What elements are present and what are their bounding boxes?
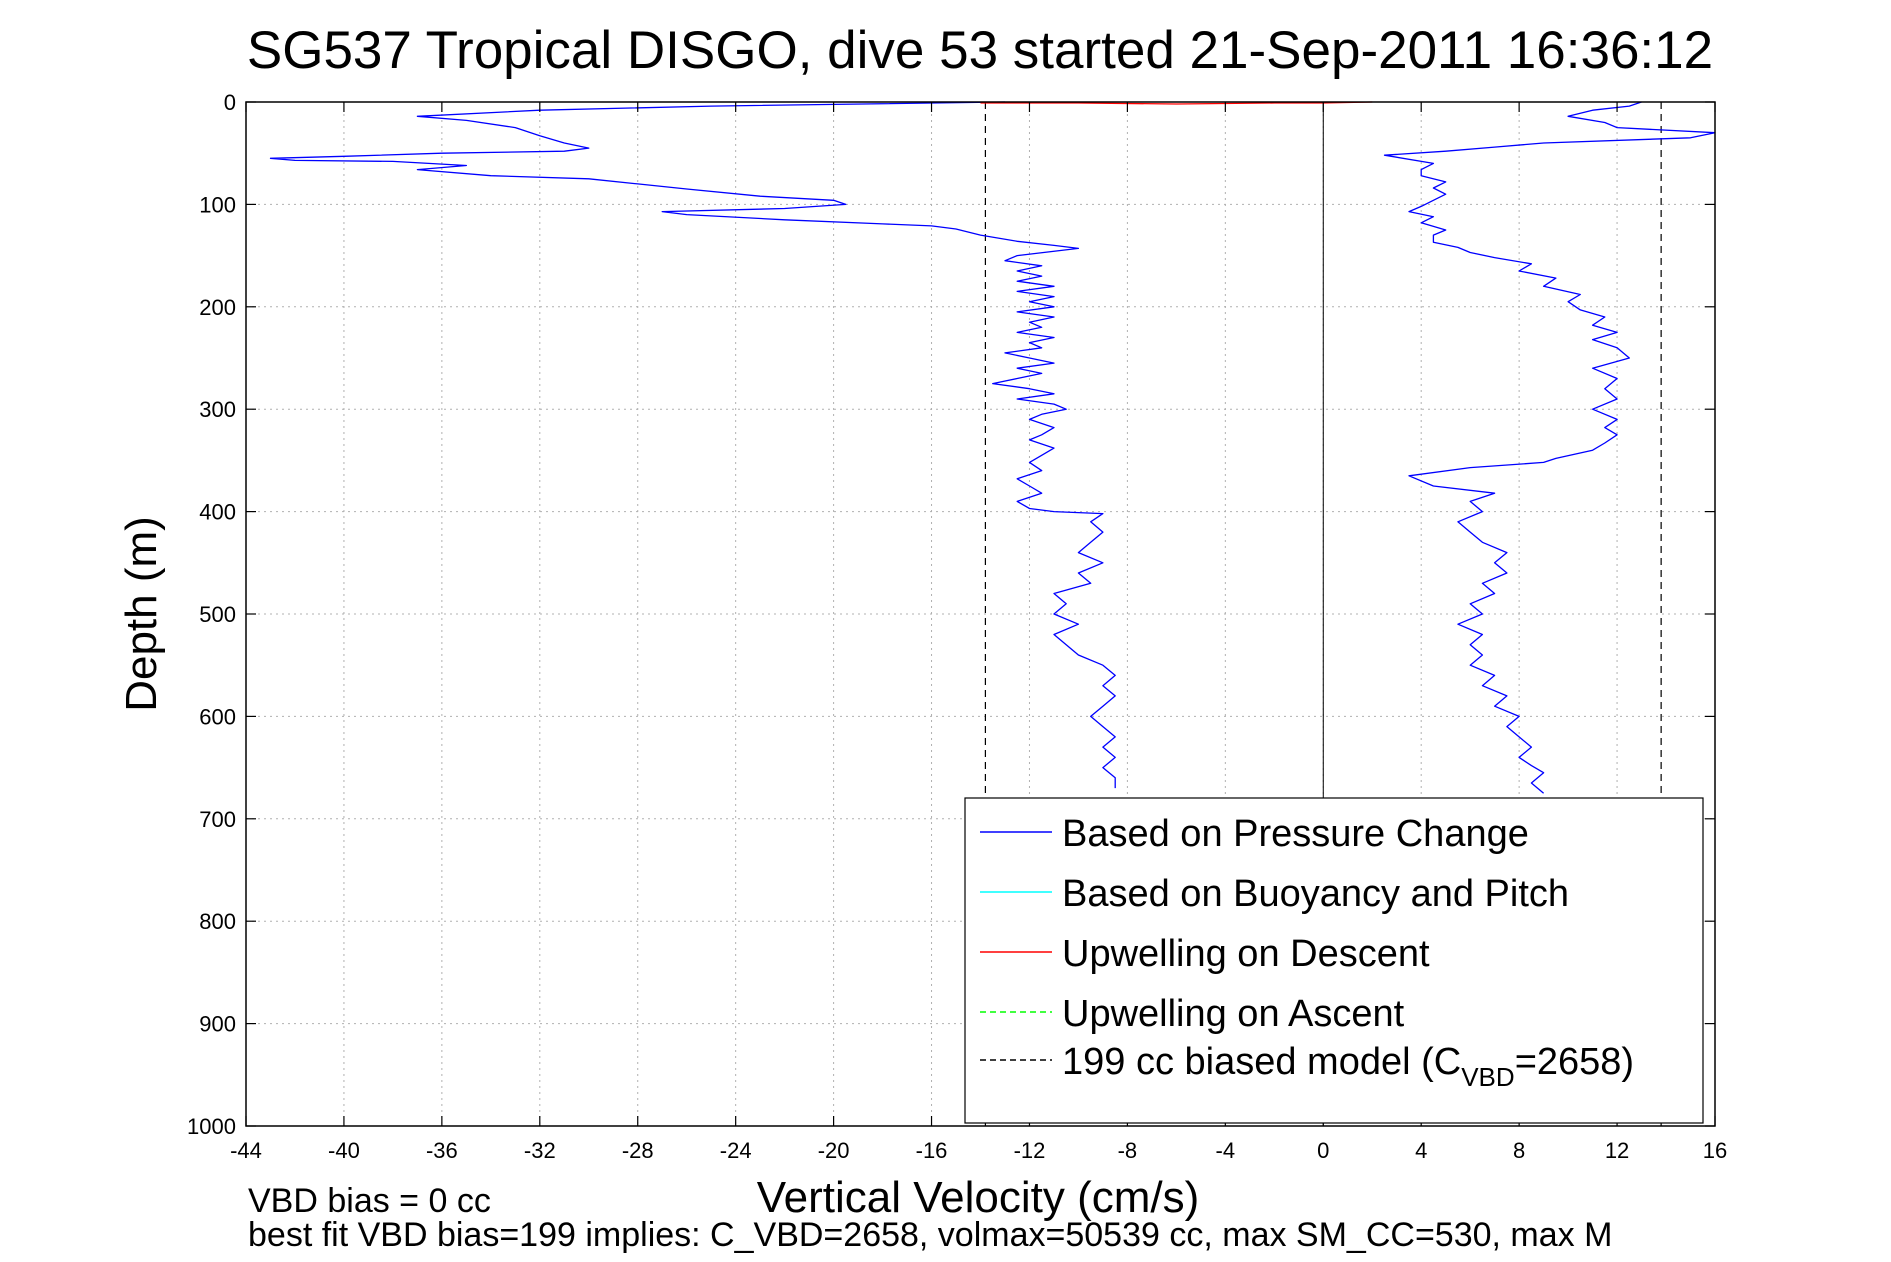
x-axis-ticks: -44 -40 -36 -32 -28 -24 -20 -16 -12 -8 -4 0 4 8 12 16 (230, 102, 1727, 1163)
x-tick-label: 8 (1513, 1138, 1525, 1163)
x-tick-label: -24 (720, 1138, 752, 1163)
y-tick-label: 700 (199, 807, 236, 832)
x-tick-label: -20 (818, 1138, 850, 1163)
series-line (269, 101, 1116, 789)
legend-box (964, 797, 1704, 1124)
x-tick-label: -40 (328, 1138, 360, 1163)
y-axis-label: Depth (m) (117, 516, 166, 712)
x-tick-label: -12 (1014, 1138, 1046, 1163)
x-tick-label: 16 (1703, 1138, 1727, 1163)
x-tick-label: -32 (524, 1138, 556, 1163)
y-tick-label: 600 (199, 704, 236, 729)
legend-entry-label: 199 cc biased model (CVBD=2658) (1062, 1041, 1634, 1092)
legend-entry-label: Upwelling on Ascent (1062, 993, 1405, 1035)
x-tick-label: -44 (230, 1138, 262, 1163)
x-tick-label: -16 (916, 1138, 948, 1163)
x-tick-label: -8 (1118, 1138, 1138, 1163)
y-tick-label: 500 (199, 602, 236, 627)
y-tick-label: 900 (199, 1012, 236, 1037)
y-tick-label: 1000 (187, 1114, 236, 1139)
x-tick-label: 12 (1605, 1138, 1629, 1163)
y-tick-label: 400 (199, 500, 236, 525)
legend-entry-label: Based on Pressure Change (1062, 813, 1529, 855)
legend: Based on Pressure Change Based on Buoyanc… (964, 797, 1704, 1124)
y-tick-label: 300 (199, 397, 236, 422)
legend-entry-label: Upwelling on Descent (1062, 933, 1430, 975)
x-tick-label: 4 (1415, 1138, 1427, 1163)
x-tick-label: -4 (1216, 1138, 1236, 1163)
footnote-best-fit: best fit VBD bias=199 implies: C_VBD=265… (248, 1216, 1612, 1254)
footnote-vbd-bias: VBD bias = 0 cc (248, 1182, 491, 1220)
chart-title: SG537 Tropical DISGO, dive 53 started 21… (247, 21, 1713, 80)
legend-entry-label: Based on Buoyancy and Pitch (1062, 873, 1569, 915)
x-tick-label: -36 (426, 1138, 458, 1163)
x-tick-label: -28 (622, 1138, 654, 1163)
x-tick-label: 0 (1317, 1138, 1329, 1163)
y-tick-label: 200 (199, 295, 236, 320)
y-axis-ticks: 0 100 200 300 400 500 600 700 800 900 1000 (187, 90, 1715, 1139)
series-line (1383, 101, 1716, 794)
y-tick-label: 800 (199, 909, 236, 934)
x-axis-label: Vertical Velocity (cm/s) (757, 1173, 1200, 1222)
y-tick-label: 100 (199, 192, 236, 217)
y-tick-label: 0 (224, 90, 236, 115)
